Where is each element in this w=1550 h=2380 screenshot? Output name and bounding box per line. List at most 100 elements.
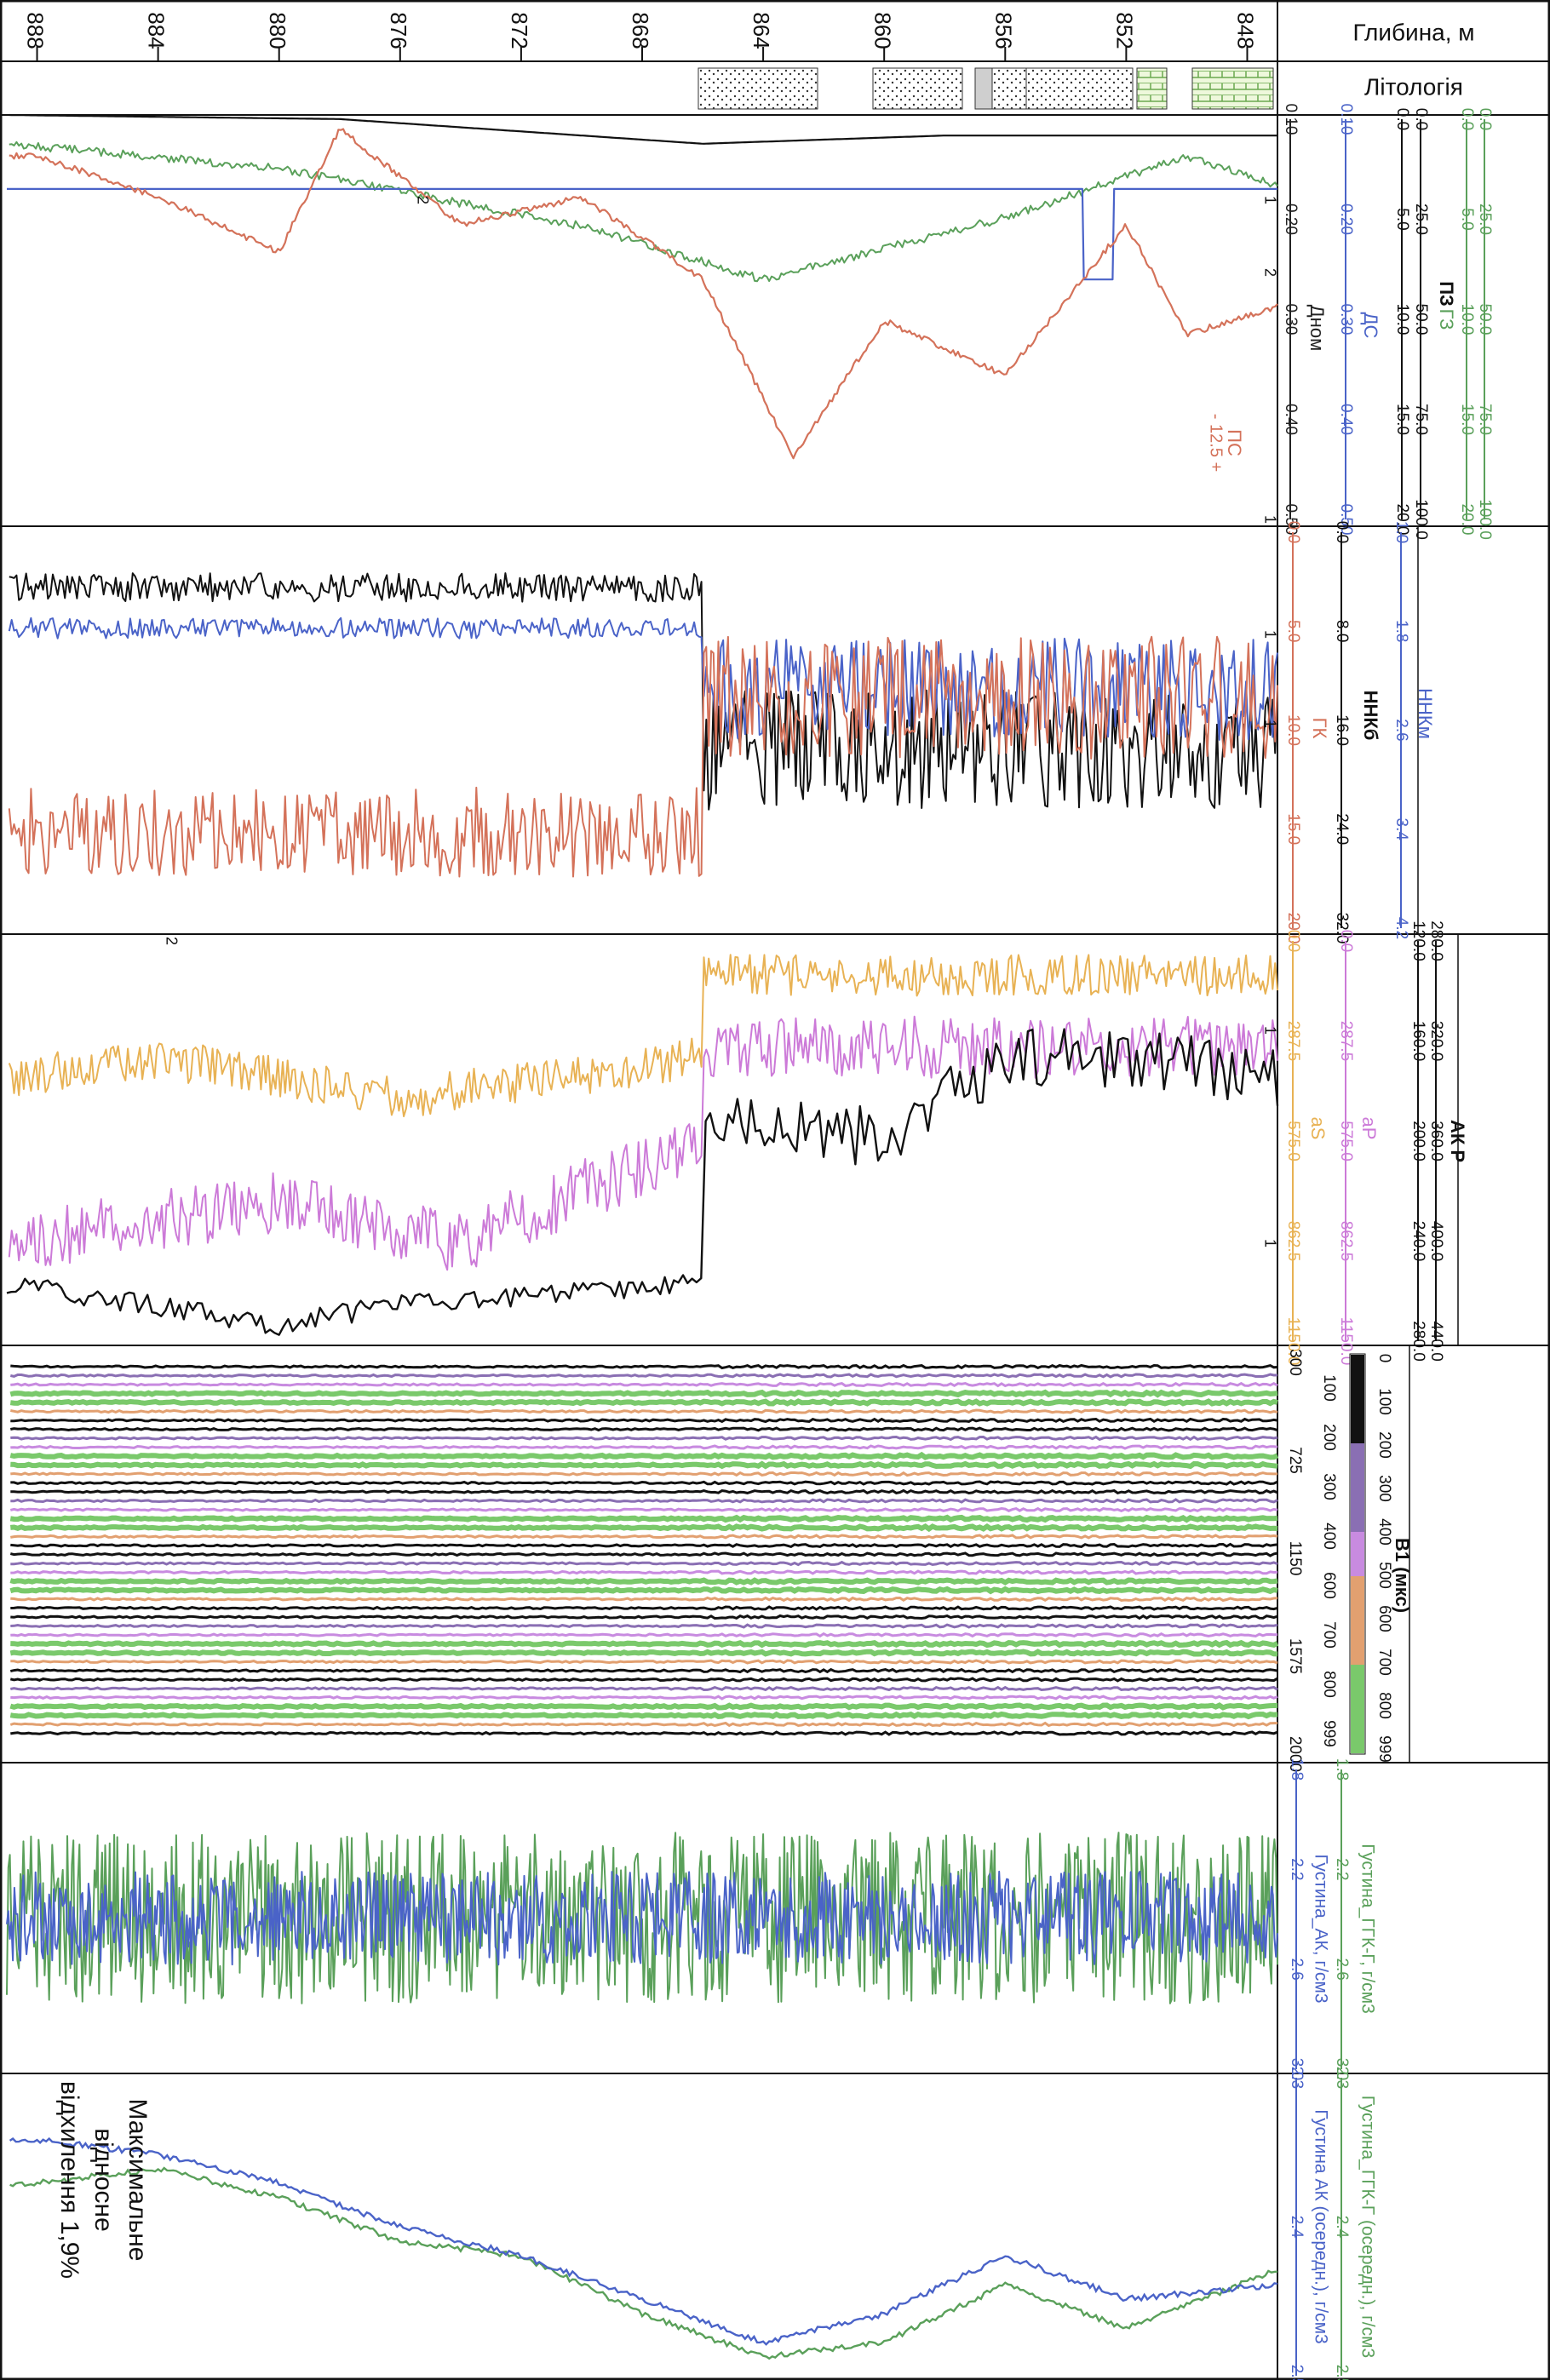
vdl-bottom-scale: 2000 <box>1286 1736 1304 1772</box>
vdl-top-scale: 999 <box>1375 1735 1393 1763</box>
lithology-block <box>872 67 963 110</box>
nnkm-scale-value: 2.6 <box>1392 719 1410 741</box>
vdl-top-scale: 600 <box>1375 1605 1393 1632</box>
curve-marker: 1 <box>1261 196 1278 204</box>
ggk-scale-value: 3.0 <box>1333 2058 1351 2080</box>
vdl-stripe <box>10 1534 1278 1540</box>
vdl-wave-panel <box>9 1363 1279 1736</box>
ap-curve <box>8 1015 1278 1271</box>
vdl-stripe <box>9 1389 1278 1398</box>
vdl-mid-scale: 400 <box>1320 1523 1338 1550</box>
vdl-top-scale: 800 <box>1375 1692 1393 1719</box>
akp-curve <box>6 1028 1279 1336</box>
vdl-colorbar-seg <box>1351 1355 1364 1399</box>
ds-label: ДС <box>1360 313 1381 339</box>
pz2-scale-value: 0.0 <box>1393 108 1411 130</box>
akp-scale-value: 400.0 <box>1427 1221 1445 1262</box>
pz2-scale-value: 5.0 <box>1393 208 1411 230</box>
ds-curve <box>7 187 1277 281</box>
nnkb-scale-value: 32.0 <box>1333 913 1351 944</box>
vdl-bottom-scale: 300 <box>1286 1349 1304 1376</box>
vdl-top-scale: 500 <box>1375 1562 1393 1589</box>
vdl-mid-scale: 100 <box>1320 1374 1338 1402</box>
lithology-column <box>698 67 1274 110</box>
ggk-avg-scale-value: 2.4 <box>1333 2216 1351 2239</box>
vdl-colorbar-seg <box>1351 1532 1364 1576</box>
depth-tick-label: 876 <box>386 12 411 49</box>
ps-scale: - 12.5 + <box>1207 414 1226 472</box>
ap-scale-value: 862.5 <box>1337 1221 1355 1262</box>
vdl-stripe <box>10 1471 1277 1477</box>
pz-scale-value: 100.0 <box>1412 499 1430 540</box>
vdl-stripe <box>10 1605 1278 1611</box>
ggk-label: Густина_ГГК-Г, г/см3 <box>1358 1844 1377 2014</box>
depth-tick-label: 888 <box>23 12 49 49</box>
vdl-stripe <box>10 1435 1278 1442</box>
depth-tick-label: 852 <box>1112 12 1138 49</box>
pz-scale-value: 0.0 <box>1412 108 1430 130</box>
vdl-stripe <box>10 1730 1278 1736</box>
as-label: аS <box>1307 1117 1329 1140</box>
ps-curve <box>9 128 1278 460</box>
vdl-colorbar-seg <box>1351 1399 1364 1443</box>
akp-scale-value: 360.0 <box>1427 1121 1445 1161</box>
vdl-stripe <box>9 1506 1278 1513</box>
depth-title: Глибина, м <box>1352 19 1474 45</box>
vdl-stripe <box>10 1408 1278 1414</box>
ggk-scale-value: 1.8 <box>1333 1758 1351 1781</box>
vdl-stripe <box>9 1649 1278 1657</box>
lithology-title: Літологія <box>1364 73 1463 100</box>
curve-marker: 2 <box>414 196 431 204</box>
curve-marker: 1 <box>1261 1026 1278 1035</box>
akp-scale-value: 280.0 <box>1427 920 1445 961</box>
as-scale-value: 862.5 <box>1284 1221 1302 1262</box>
pz2-scale-value: 15.0 <box>1393 404 1411 435</box>
ps-label: ПС <box>1224 429 1245 456</box>
gk-scale-value: 10.0 <box>1284 714 1302 746</box>
ds-scale-value: 0.50 <box>1337 504 1355 536</box>
dnom-scale-value: 0.10 <box>1282 104 1300 135</box>
vdl-stripe <box>10 1523 1278 1533</box>
vdl-top-scale: 700 <box>1375 1649 1393 1676</box>
as-curve <box>8 954 1278 1118</box>
vdl-stripe <box>9 1398 1278 1407</box>
vdl-mid-scale: 999 <box>1320 1720 1338 1747</box>
akp2-scale-value: 240.0 <box>1409 1221 1427 1262</box>
vdl-stripe <box>9 1667 1278 1674</box>
vdl-stripe <box>9 1711 1278 1720</box>
avg-density-curve <box>9 2166 1278 2360</box>
ds-scale-value: 0.30 <box>1337 304 1355 335</box>
vdl-stripe <box>10 1488 1278 1495</box>
gz-curve <box>9 141 1278 283</box>
gk-scale-value: 20.0 <box>1284 913 1302 944</box>
dnom-label: Дном <box>1306 305 1328 351</box>
pz-scale-value: 50.0 <box>1412 304 1430 335</box>
nnkm-scale-value: 1.0 <box>1392 521 1410 543</box>
ggk-scale-value: 2.6 <box>1333 1958 1351 1980</box>
vdl-stripe <box>10 1685 1278 1692</box>
akp-scale-value: 320.0 <box>1427 1021 1445 1062</box>
nnkm-scale-value: 1.8 <box>1392 620 1410 642</box>
gz2-scale-value: 10.0 <box>1458 304 1476 335</box>
lithology-block <box>1191 67 1274 110</box>
depth-tick-label: 884 <box>144 12 169 49</box>
akd-scale-value: 2.6 <box>1288 1958 1306 1980</box>
gz-scale-value: 75.0 <box>1476 404 1494 435</box>
vdl-stripe <box>10 1444 1278 1450</box>
vdl-stripe <box>10 1417 1278 1424</box>
akd-label: Густина_АК, г/см3 <box>1311 1854 1330 2003</box>
gz-scale-value: 25.0 <box>1476 204 1494 235</box>
lithology-block <box>974 67 993 110</box>
vdl-stripe <box>10 1460 1278 1470</box>
vdl-mid-scale: 700 <box>1320 1621 1338 1649</box>
vdl-stripe <box>10 1480 1278 1486</box>
note-line: Максимальне <box>123 2099 152 2262</box>
vdl-colorbar-seg <box>1351 1620 1364 1665</box>
depth-tick-label: 872 <box>507 12 532 49</box>
vdl-top-scale: 300 <box>1375 1475 1393 1502</box>
as-scale-value: 287.5 <box>1284 1021 1302 1062</box>
vdl-stripe <box>9 1577 1278 1586</box>
curve-marker: 2 <box>163 937 180 945</box>
gk-scale-value: 15.0 <box>1284 813 1302 845</box>
vdl-top-scale: 200 <box>1375 1431 1393 1459</box>
